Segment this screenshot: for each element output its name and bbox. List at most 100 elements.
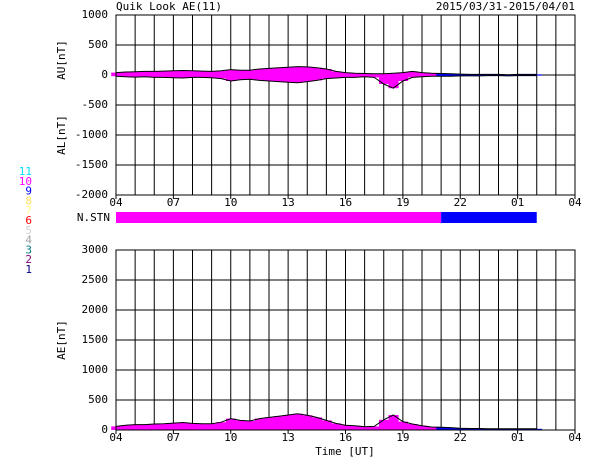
plot-frame (115, 14, 576, 196)
area-slice (369, 73, 380, 75)
area-slice (388, 73, 399, 75)
area-slice (312, 67, 323, 75)
area-slice (417, 72, 428, 75)
area-slice (130, 75, 141, 78)
area-slice (273, 67, 284, 75)
station-legend-entry: 3 (25, 243, 32, 256)
station-legend-entry: 8 (25, 194, 32, 207)
area-slice (283, 67, 294, 75)
area-slice (273, 416, 284, 430)
area-slice (531, 75, 543, 76)
area-slice (388, 415, 399, 430)
x-tick-label: 16 (339, 431, 352, 444)
area-slice (407, 424, 418, 430)
area-slice (235, 75, 246, 80)
area-slice (302, 415, 313, 430)
station-legend-entry: 2 (25, 253, 32, 266)
area-slice (206, 75, 217, 78)
x-tick-label: 10 (224, 431, 237, 444)
area-slice (216, 422, 227, 430)
area-slice (292, 75, 303, 83)
y-tick-label: -1500 (75, 158, 108, 171)
area-slice (445, 73, 456, 75)
y-tick-label: 1000 (82, 363, 109, 376)
area-slice (398, 75, 409, 81)
area-slice (130, 424, 141, 430)
area-slice (139, 424, 150, 430)
area-slice (264, 417, 275, 430)
area-slice (130, 71, 141, 75)
area-slice (197, 75, 208, 78)
area-slice (178, 75, 189, 78)
x-tick-label: 07 (167, 196, 180, 209)
area-slice (378, 75, 390, 84)
y-tick-label: 3000 (82, 243, 109, 256)
station-legend-entry: 11 (19, 165, 32, 178)
area-slice (312, 75, 323, 81)
series-outline (115, 413, 537, 430)
area-slice (407, 71, 418, 75)
area-slice (273, 75, 284, 82)
station-legend-entry: 1 (25, 263, 32, 276)
area-slice (531, 428, 543, 430)
area-slice (417, 425, 428, 430)
area-slice (149, 75, 160, 78)
area-slice (512, 428, 523, 430)
y-tick-label: -500 (82, 98, 109, 111)
area-slice (321, 420, 332, 430)
x-tick-label: 04 (109, 196, 123, 209)
area-slice (225, 69, 237, 75)
area-slice (350, 73, 361, 75)
area-slice (312, 417, 323, 430)
area-slice (168, 70, 179, 75)
area-slice (159, 423, 170, 430)
area-slice (120, 425, 131, 430)
station-legend-entry: 10 (19, 175, 32, 188)
area-slice (378, 73, 390, 75)
x-tick-label: 13 (282, 196, 295, 209)
area-slice (321, 69, 332, 75)
area-slice (455, 428, 466, 430)
area-slice (426, 427, 437, 430)
x-tick-label: 19 (396, 431, 409, 444)
area-slice (398, 72, 409, 75)
area-slice (216, 75, 227, 79)
area-slice (369, 426, 380, 430)
area-slice (398, 421, 409, 430)
area-slice (178, 422, 189, 430)
area-slice (340, 75, 351, 78)
y-tick-label: 1500 (82, 333, 109, 346)
station-legend-entry: 6 (25, 214, 32, 227)
area-slice (378, 419, 390, 430)
station-legend-entry: 5 (25, 224, 32, 237)
x-tick-label: 22 (454, 196, 467, 209)
x-tick-label: 10 (224, 196, 237, 209)
area-slice (522, 428, 533, 430)
x-tick-label: 01 (511, 431, 524, 444)
area-slice (302, 66, 313, 75)
area-slice (359, 73, 370, 75)
x-tick-label: 04 (568, 431, 582, 444)
area-slice (197, 71, 208, 75)
y-axis-label: AU[nT] (55, 40, 68, 80)
area-slice (484, 428, 495, 430)
x-tick-label: 19 (396, 196, 409, 209)
area-slice (264, 68, 275, 75)
station-bar (441, 212, 537, 223)
area-slice (225, 75, 237, 81)
area-slice (436, 427, 447, 430)
station-legend-entry: 4 (25, 234, 32, 247)
area-slice (254, 69, 265, 75)
area-slice (245, 70, 256, 75)
area-slice (216, 70, 227, 75)
area-slice (292, 413, 303, 430)
area-slice (331, 71, 342, 75)
chart-subtitle: 2015/03/31-2015/04/01 (436, 0, 575, 13)
y-tick-label: 2500 (82, 273, 109, 286)
area-slice (302, 75, 313, 82)
area-slice (197, 423, 208, 430)
x-tick-label: 07 (167, 431, 180, 444)
area-slice (283, 75, 294, 83)
area-slice (254, 75, 265, 81)
